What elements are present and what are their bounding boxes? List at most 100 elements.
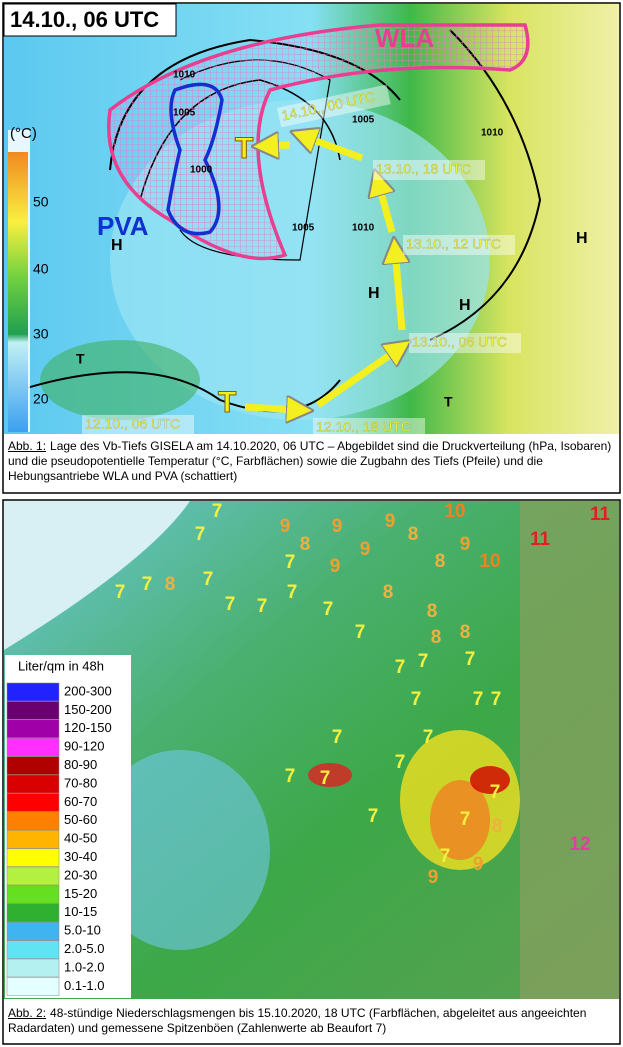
legend-swatch: [6, 719, 60, 739]
gust-value: 9: [330, 556, 341, 577]
legend-swatch: [6, 774, 60, 794]
legend-swatch: [6, 958, 60, 978]
colorbar-tick: 20: [33, 391, 49, 407]
region-label: WLA: [375, 23, 434, 53]
track-label: 12.10., 18 UTC: [316, 419, 411, 435]
legend-label: 15-20: [64, 886, 97, 901]
rain-area: [470, 766, 510, 794]
legend-label: 120-150: [64, 720, 112, 735]
legend-swatch: [6, 829, 60, 849]
legend-swatch: [6, 921, 60, 941]
legend-label: 20-30: [64, 867, 97, 882]
isobar-label: 1010: [352, 223, 375, 234]
track-arrow: [395, 250, 402, 331]
rain-area: [430, 780, 490, 860]
legend-swatch: [6, 866, 60, 886]
legend-swatch: [6, 701, 60, 720]
legend-label: 80-90: [64, 757, 97, 772]
track-label-bg: [313, 418, 425, 438]
gust-value: 9: [428, 867, 439, 888]
gust-value: 9: [385, 511, 396, 532]
track-label-bg: [373, 160, 485, 180]
legend-title: Liter/qm in 48h: [18, 658, 104, 673]
colorbar-tick: 30: [33, 326, 49, 342]
caption2: Abb. 2: 48-stündige Niederschlagsmengen b…: [8, 1006, 612, 1036]
gust-value: 8: [383, 582, 394, 603]
legend-label: 50-60: [64, 812, 97, 827]
track-label-bg: [82, 415, 194, 435]
gust-value: 9: [332, 516, 343, 537]
track-arrow: [378, 182, 396, 233]
gust-value: 8: [435, 551, 446, 572]
track-label: 13.10., 18 UTC: [376, 161, 471, 177]
gust-value: 7: [465, 649, 476, 670]
map-title: 14.10., 06 UTC: [10, 7, 159, 32]
track-arrow: [303, 136, 364, 162]
pressure-center: H: [576, 230, 588, 247]
track-arrow: [265, 145, 291, 146]
track-label-bg: [403, 235, 515, 255]
map1-area: [40, 340, 200, 420]
colorbar: [8, 152, 28, 432]
gust-value: 9: [473, 854, 484, 875]
colorbar-unit: (°C): [10, 125, 37, 142]
legend-swatch: [6, 848, 60, 867]
pressure-center: T: [444, 394, 453, 410]
pressure-center: H: [459, 297, 471, 314]
track-label: 13.10., 06 UTC: [412, 334, 507, 350]
legend-swatch: [6, 737, 60, 757]
gust-value: 7: [423, 727, 434, 748]
rain-area: [90, 750, 270, 950]
isobar-label: 1005: [292, 223, 315, 234]
legend-label: 2.0-5.0: [64, 941, 104, 956]
gust-value: 12: [569, 834, 590, 855]
gust-value: 7: [355, 622, 366, 643]
gust-value: 8: [460, 622, 471, 643]
colorbar-tick: 40: [33, 261, 49, 277]
gust-value: 9: [280, 516, 291, 537]
rain-area: [308, 763, 352, 787]
legend-label: 200-300: [64, 683, 112, 698]
gust-value: 7: [287, 582, 298, 603]
track-label-bg: [409, 333, 521, 353]
legend-swatch: [6, 903, 60, 923]
legend-label: 70-80: [64, 775, 97, 790]
gust-value: 7: [368, 806, 379, 827]
caption-text: Lage des Vb-Tiefs GISELA am 14.10.2020, …: [8, 439, 612, 483]
legend-swatch: [6, 977, 60, 996]
isobar-label: 1000: [190, 165, 213, 176]
pressure-center: T: [76, 351, 85, 367]
legend-label: 30-40: [64, 849, 97, 864]
gust-value: 9: [460, 534, 471, 555]
legend-swatch: [6, 682, 60, 702]
gust-value: 7: [285, 552, 296, 573]
isobar-label: 1005: [173, 108, 196, 119]
sea: [4, 501, 190, 650]
track-label-bg: [276, 84, 391, 128]
legend-swatch: [6, 811, 60, 831]
caption-text: 48-stündige Niederschlagsmengen bis 15.1…: [8, 1006, 587, 1035]
legend-label: 40-50: [64, 831, 97, 846]
legend-label: 60-70: [64, 794, 97, 809]
gust-value: 7: [225, 594, 236, 615]
gust-value: 7: [490, 782, 501, 803]
isobar-label: 1005: [352, 115, 375, 126]
gust-value: 7: [411, 689, 422, 710]
gust-value: 7: [320, 768, 331, 789]
isobar-label: 1010: [173, 70, 196, 81]
pva-region: [166, 82, 224, 236]
pressure-center: H: [368, 285, 380, 302]
track-arrow: [244, 407, 300, 410]
track-label: 12.10., 06 UTC: [85, 416, 180, 432]
gust-value: 7: [460, 809, 471, 830]
gust-value: 7: [440, 846, 451, 867]
legend-swatch: [6, 885, 60, 904]
gust-value: 7: [203, 569, 214, 590]
title-box: [3, 3, 177, 37]
gust-value: 8: [431, 627, 442, 648]
gust-value: 7: [473, 689, 484, 710]
legend-label: 90-120: [64, 739, 104, 754]
gust-value: 11: [590, 504, 611, 525]
